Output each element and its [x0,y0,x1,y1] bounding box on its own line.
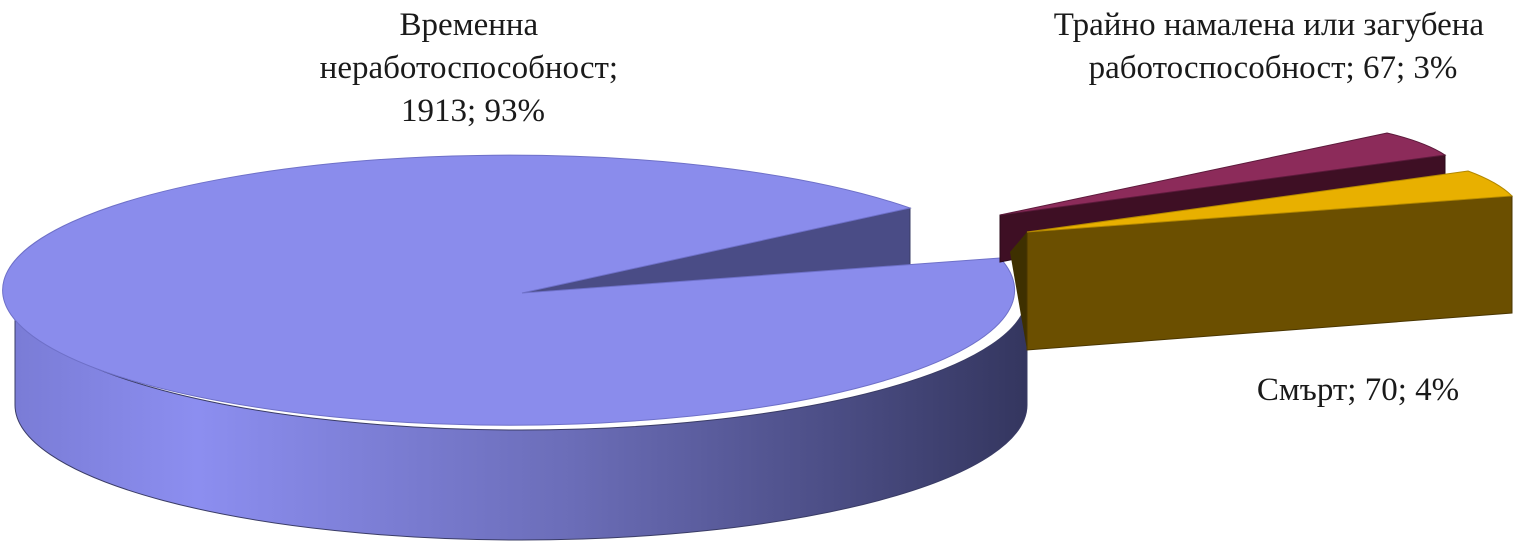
label-permanent-disability: Трайно намалена или загубена работоспосо… [1054,7,1493,86]
label-permanent-disability-line-2: работоспособност; 67; 3% [1089,50,1458,86]
label-permanent-disability-line-1: Трайно намалена или загубена [1054,7,1485,43]
slice-death-top [1026,170,1514,233]
slice-permanent-disability-top [999,132,1447,216]
label-temporary-disability-line-3: 1913; 93% [401,93,545,129]
label-temporary-disability-line-1: Временна [400,7,539,43]
slice-death-inner-face [1010,232,1027,350]
slice-temporary-disability-side [14,294,1028,541]
label-death-line-1: Смърт; 70; 4% [1257,372,1459,408]
label-temporary-disability: Временна неработоспособност; 1913; 93% [320,7,627,129]
label-temporary-disability-line-2: неработоспособност; [320,50,618,86]
label-death: Смърт; 70; 4% [1257,372,1459,408]
slice-temporary-disability [2,154,1028,541]
slice-temporary-disability-top [2,154,1016,426]
slice-death [1010,170,1514,351]
